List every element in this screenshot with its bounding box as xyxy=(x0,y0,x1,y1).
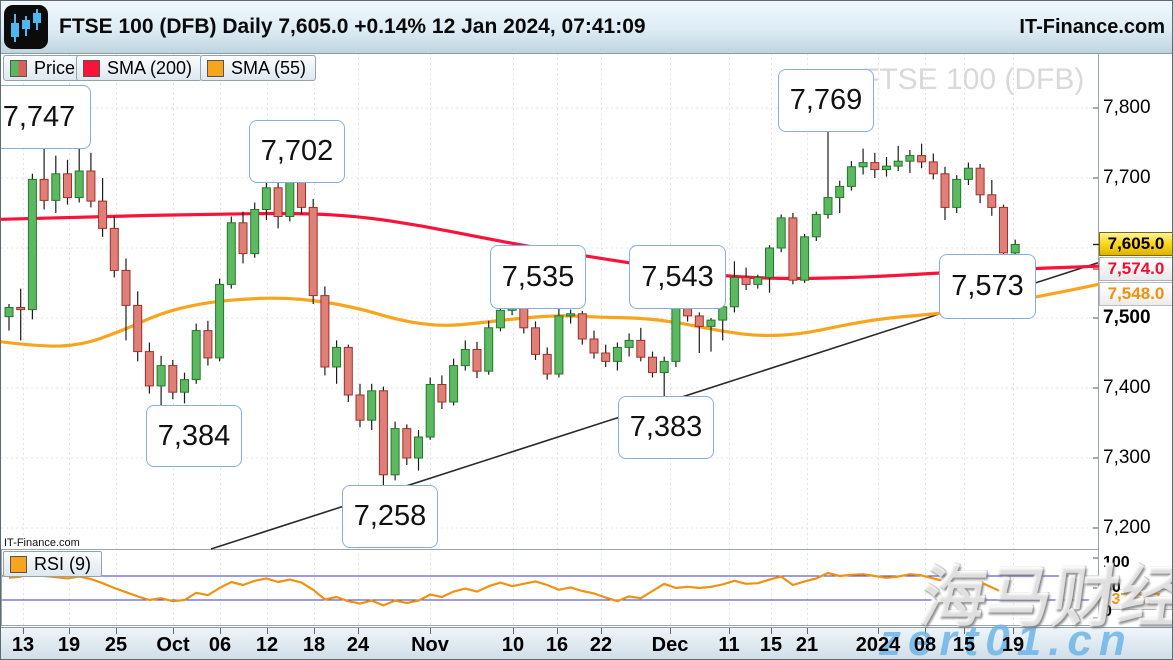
legend-label: SMA (55) xyxy=(231,57,307,78)
candlestick-logo-icon[interactable] xyxy=(4,5,48,49)
sma200-swatch-icon xyxy=(83,59,100,77)
rsi-axis-label: 100 xyxy=(1103,554,1130,571)
chart-title: FTSE 100 (DFB) Daily 7,605.0 +0.14% 12 J… xyxy=(59,15,646,38)
brand-link[interactable]: IT-Finance.com xyxy=(1019,16,1165,38)
y-axis-label: 7,200 xyxy=(1103,517,1151,538)
rsi-value-box: 37.627 xyxy=(1099,589,1172,610)
x-axis-label: 15 xyxy=(952,634,976,656)
x-axis-label: 10 xyxy=(501,634,525,656)
x-axis-label: 19 xyxy=(1001,634,1025,656)
x-axis-label: 22 xyxy=(589,634,613,656)
rsi-legend-label: RSI (9) xyxy=(34,553,92,574)
x-axis-label: 21 xyxy=(795,634,819,656)
x-axis-label: Dec xyxy=(651,634,689,656)
x-axis-label: Oct xyxy=(156,634,190,656)
x-axis-strip xyxy=(1,627,1172,659)
chart-watermark: FTSE 100 (DFB) xyxy=(861,63,1085,96)
x-axis-label: Nov xyxy=(411,634,449,656)
price-annotation[interactable]: 7,383 xyxy=(618,396,714,459)
x-axis-label: 19 xyxy=(57,634,81,656)
x-axis-label: 24 xyxy=(346,634,370,656)
price-annotation[interactable]: 7,702 xyxy=(249,120,345,183)
rsi-legend[interactable]: RSI (9) xyxy=(3,551,103,577)
sma55-value-box: 7,548.0 xyxy=(1099,282,1172,306)
last-price-box: 7,605.0 xyxy=(1099,232,1172,256)
x-axis-label: 06 xyxy=(208,634,232,656)
price-swatch-icon xyxy=(10,59,27,77)
x-axis-label: 08 xyxy=(913,634,937,656)
sma200-value-box: 7,574.0 xyxy=(1099,257,1172,281)
price-annotation[interactable]: 7,384 xyxy=(146,405,242,467)
y-axis-label: 7,300 xyxy=(1103,447,1151,468)
x-axis-label: 18 xyxy=(302,634,326,656)
rsi-swatch-icon xyxy=(10,555,27,573)
legend-label: SMA (200) xyxy=(107,57,193,78)
legend-item-sma200[interactable]: SMA (200) xyxy=(76,55,203,81)
header-bar: FTSE 100 (DFB) Daily 7,605.0 +0.14% 12 J… xyxy=(1,1,1172,54)
price-annotation[interactable]: 7,747 xyxy=(1,85,91,149)
y-axis-label: 7,400 xyxy=(1103,377,1151,398)
credit-text: IT-Finance.com xyxy=(4,537,80,549)
legend-item-price[interactable]: Price xyxy=(3,55,86,81)
cn-watermark: 海马财经 xyxy=(915,560,1173,634)
price-annotation[interactable]: 7,535 xyxy=(490,245,586,309)
x-axis-label: 13 xyxy=(11,634,35,656)
x-axis-label: 11 xyxy=(718,634,740,656)
y-axis-label: 7,500 xyxy=(1103,307,1151,328)
rsi-axis-label: 0 xyxy=(1103,603,1112,620)
price-annotation[interactable]: 7,769 xyxy=(778,69,874,132)
x-axis-label: 25 xyxy=(104,634,128,656)
x-axis-label: 16 xyxy=(545,634,569,656)
x-axis-label: 15 xyxy=(759,634,783,656)
legend-item-sma55[interactable]: SMA (55) xyxy=(200,55,317,81)
price-annotation[interactable]: 7,258 xyxy=(342,485,438,548)
y-axis-label: 7,800 xyxy=(1103,97,1151,118)
y-axis-label: 7,700 xyxy=(1103,167,1151,188)
rsi-axis-label: 50 xyxy=(1103,579,1121,596)
price-annotation[interactable]: 7,543 xyxy=(629,245,726,309)
legend-label: Price xyxy=(34,57,76,78)
x-axis-label: 2024 xyxy=(855,634,901,656)
url-watermark: zert01.cn xyxy=(879,616,1133,660)
sma55-swatch-icon xyxy=(207,59,224,77)
price-annotation[interactable]: 7,573 xyxy=(939,254,1036,319)
x-axis-label: 12 xyxy=(255,634,279,656)
